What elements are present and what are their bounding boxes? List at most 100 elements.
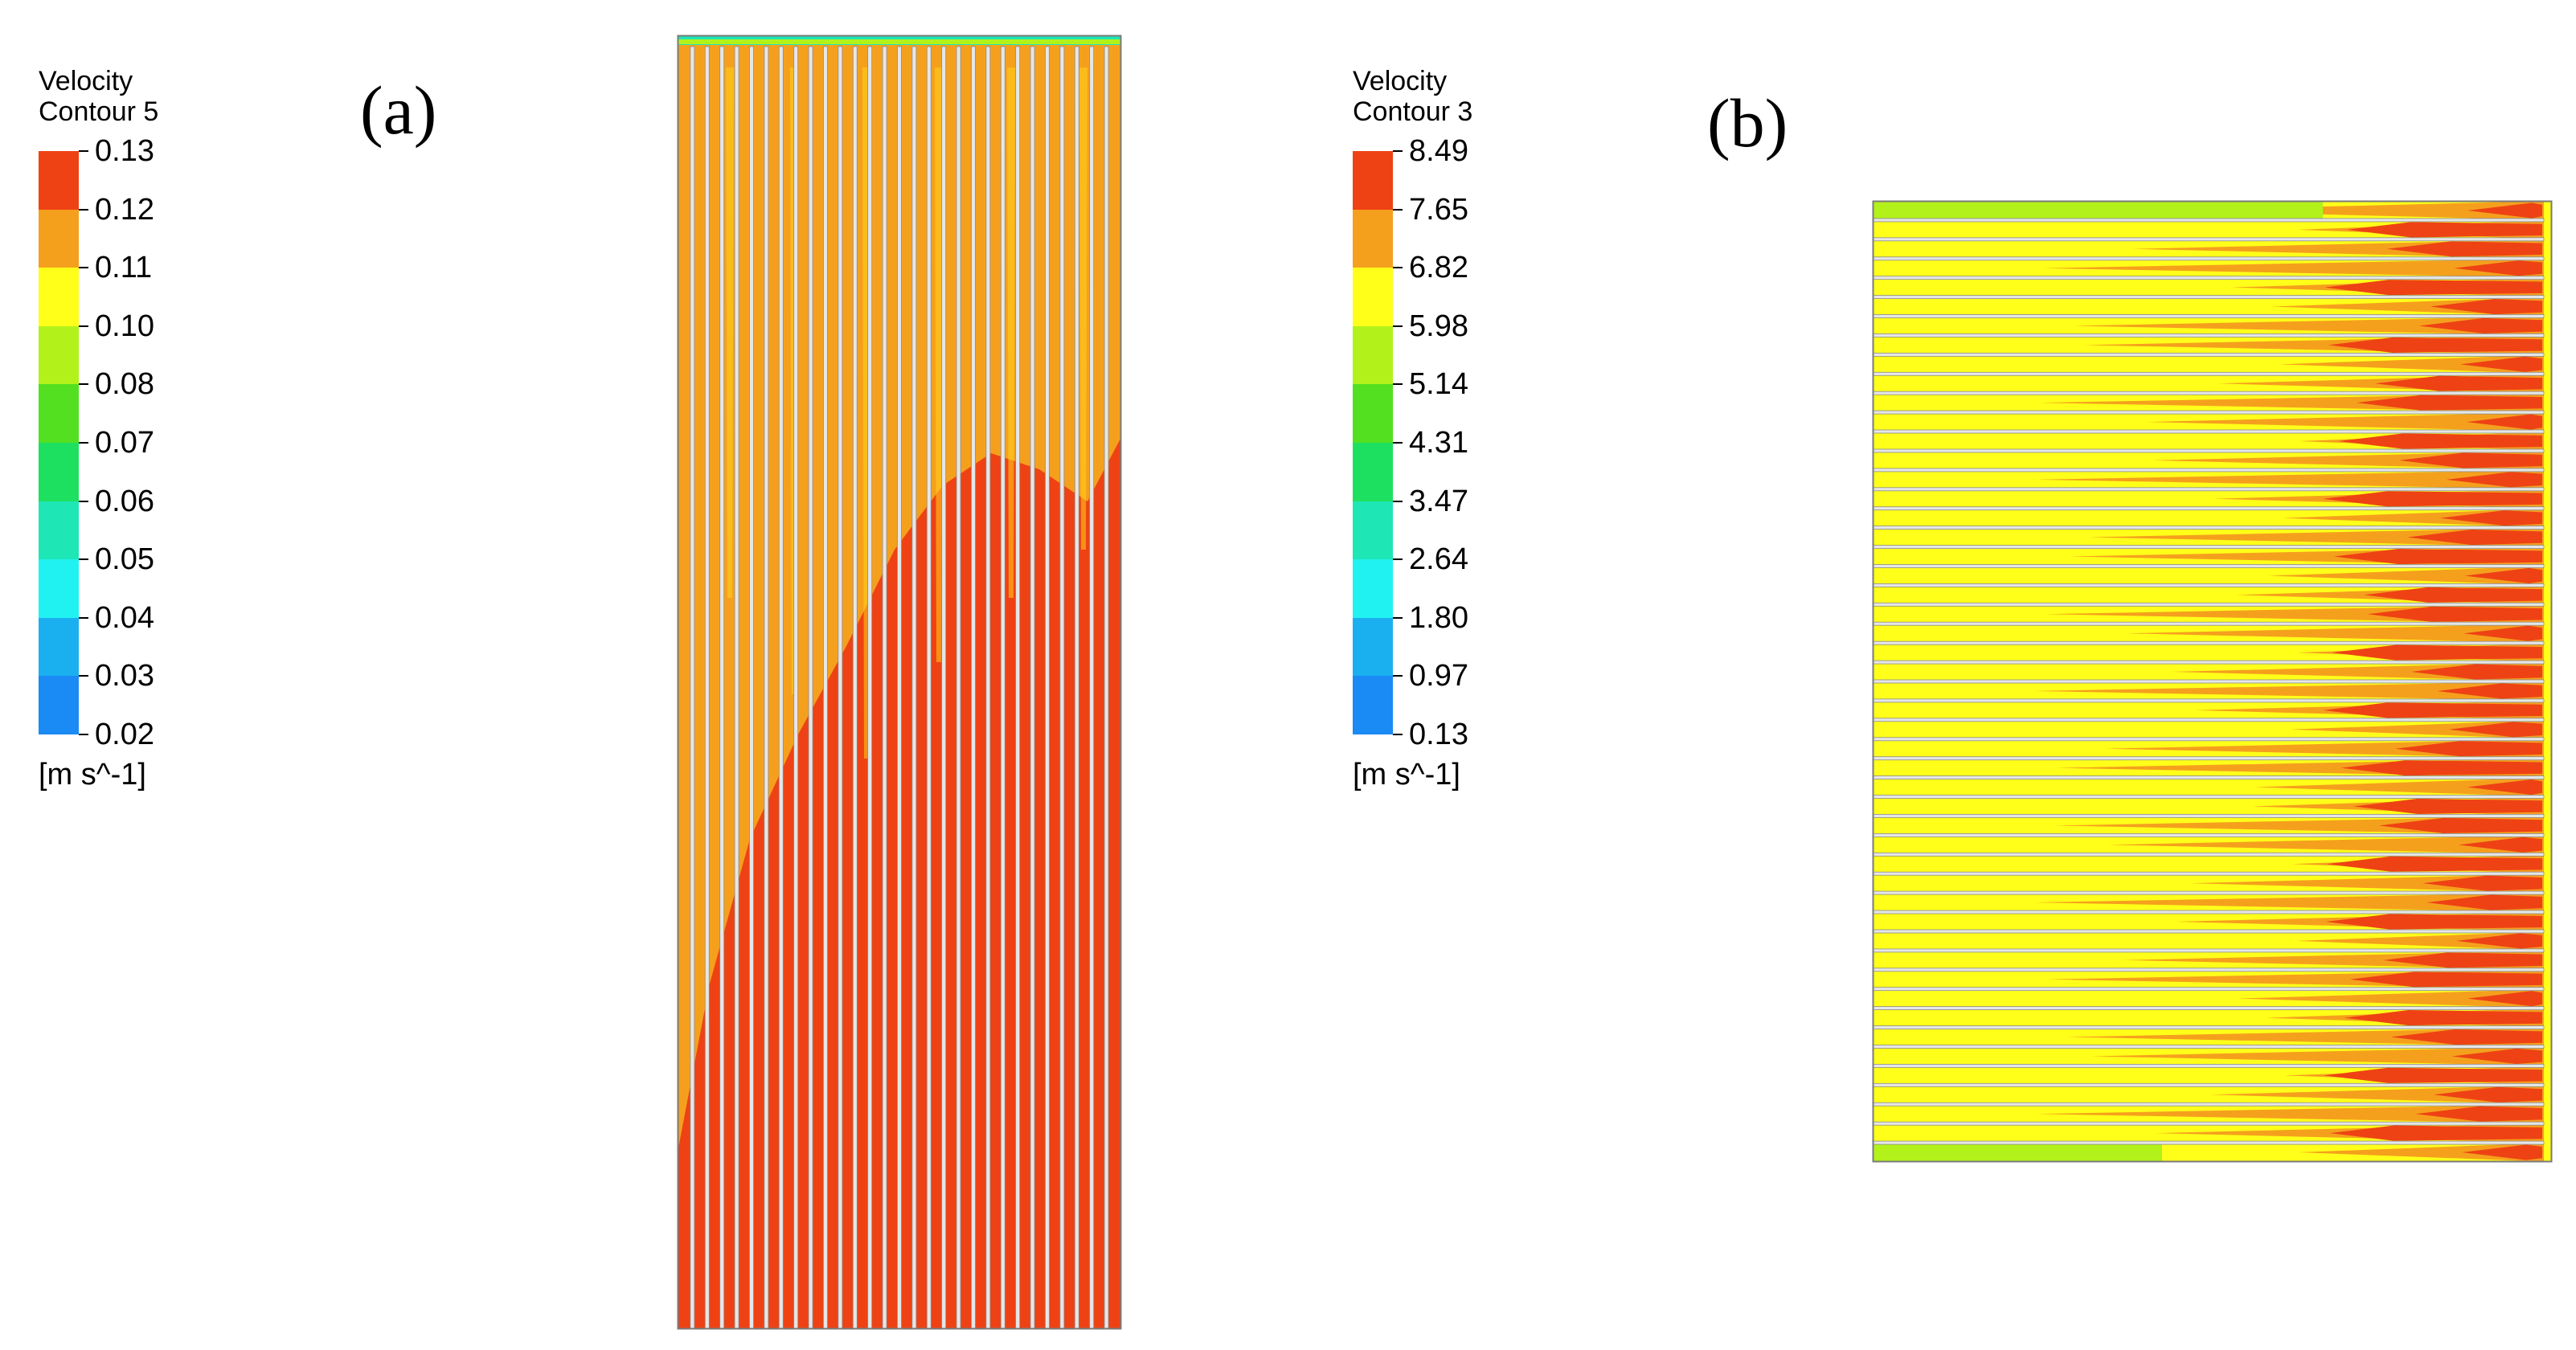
channel-wall: [1873, 1102, 2545, 1107]
channel-row: [2043, 258, 2552, 278]
channel-wall: [1000, 46, 1005, 1329]
legend-a-color-swatch: [39, 443, 79, 502]
channel-wall: [1873, 660, 2545, 665]
channel-wall: [1873, 929, 2545, 934]
legend-b-tick: [1393, 208, 1403, 211]
channel-row: [2295, 931, 2552, 951]
legend-b-tick: [1393, 383, 1403, 386]
legend-b-subtitle: Contour 3: [1353, 96, 1473, 127]
channel-wall: [1873, 775, 2545, 779]
legend-a-level-label: 0.08: [95, 367, 154, 402]
legend-a-color-swatch: [39, 151, 79, 211]
legend-b-tick: [1393, 558, 1403, 561]
channel-wall: [926, 46, 932, 1329]
channel-row: [2046, 969, 2552, 989]
channel-wall: [1873, 295, 2545, 299]
channel-row: [2123, 950, 2552, 970]
legend-a-tick: [79, 558, 88, 561]
channel-wall: [1873, 218, 2545, 223]
legend-a-level-label: 0.10: [95, 309, 154, 343]
channel-row: [2084, 335, 2552, 355]
legend-b-tick: [1393, 267, 1403, 269]
channel-row: [2132, 239, 2552, 259]
channel-row: [2271, 297, 2552, 317]
channel-row: [2127, 624, 2552, 644]
channel-wall: [1873, 468, 2545, 472]
channel-wall: [1873, 890, 2545, 895]
channel-wall: [1873, 545, 2545, 550]
legend-a-tick: [79, 150, 88, 152]
channel-wall: [734, 46, 739, 1329]
channel-row: [2255, 777, 2552, 797]
channel-row: [2155, 1123, 2552, 1143]
legend-b-tick: [1393, 442, 1403, 444]
channel-wall: [1873, 487, 2545, 492]
legend-a-level-label: 0.07: [95, 426, 154, 460]
legend-b-level-label: 4.31: [1409, 426, 1468, 460]
legend-a-level-label: 0.12: [95, 192, 154, 227]
channel-wall: [1873, 640, 2545, 645]
channel-wall: [1104, 46, 1109, 1329]
channel-row: [2214, 489, 2552, 509]
legend-a-level-label: 0.13: [95, 134, 154, 168]
channel-row: [2279, 354, 2552, 374]
legend-b-title: Velocity: [1353, 66, 1448, 96]
legend-b-tick: [1393, 150, 1403, 152]
legend-b-level-label: 2.64: [1409, 542, 1468, 577]
legend-a-subtitle: Contour 5: [39, 96, 159, 127]
legend-a-level-label: 0.02: [95, 718, 154, 751]
channel-row: [2069, 546, 2552, 567]
channel-row: [2054, 816, 2552, 836]
legend-b-level-label: 1.80: [1409, 600, 1468, 635]
channel-wall: [1873, 602, 2545, 607]
legend-a-level-label: 0.06: [95, 484, 154, 518]
legend-a-level-label: 0.05: [95, 542, 154, 577]
channel-wall: [793, 46, 799, 1329]
channel-wall: [1873, 1082, 2545, 1087]
legend-b-color-swatch: [1353, 443, 1393, 502]
channel-wall: [1873, 910, 2545, 914]
legend-b-color-swatch: [1353, 384, 1393, 444]
channel-row: [2033, 893, 2552, 913]
legend-a-color-swatch: [39, 617, 79, 677]
channel-row: [2236, 585, 2552, 605]
channel-wall: [1873, 795, 2545, 799]
channel-wall: [1873, 564, 2545, 568]
channel-row: [2088, 527, 2552, 547]
channel-row: [2091, 1046, 2552, 1066]
channel-wall: [897, 46, 902, 1329]
legend-b-tick: [1393, 616, 1403, 619]
legend-b-units: [m s^-1]: [1353, 758, 1460, 792]
legend-a-units: [m s^-1]: [39, 758, 146, 792]
legend-b-level-label: 3.47: [1409, 484, 1468, 518]
legend-b-color-swatch: [1353, 151, 1393, 211]
legend-b-level-label: 7.65: [1409, 192, 1468, 227]
channel-wall: [1873, 237, 2545, 242]
channel-wall: [1873, 1006, 2545, 1010]
channel-wall: [867, 46, 873, 1329]
legend-a-level-label: 0.03: [95, 659, 154, 693]
channel-row: [2218, 374, 2552, 394]
channel-row: [2073, 316, 2552, 336]
channel-wall: [852, 46, 858, 1329]
channel-wall: [1873, 1140, 2545, 1145]
channel-wall: [1873, 314, 2545, 318]
legend-b-tick: [1393, 325, 1403, 327]
channel-wall: [1015, 46, 1021, 1329]
legend-a-color-swatch: [39, 268, 79, 327]
channel-wall: [690, 46, 695, 1329]
legend-b-level-label: 6.82: [1409, 251, 1468, 285]
channel-row: [2038, 393, 2552, 413]
channel-wall: [1873, 756, 2545, 761]
channel-wall: [719, 46, 725, 1329]
channel-wall: [1873, 276, 2545, 280]
channel-row: [2268, 566, 2552, 586]
panel-a-label: (a): [360, 72, 437, 149]
legend-b-level-label: 0.97: [1409, 659, 1468, 693]
legend-b-level-label: 0.13: [1409, 718, 1468, 751]
channel-row: [2266, 1008, 2552, 1028]
channel-row: [2283, 508, 2552, 528]
legend-b-tick: [1393, 734, 1403, 735]
channel-row: [2297, 219, 2552, 239]
channel-row: [2146, 412, 2552, 432]
